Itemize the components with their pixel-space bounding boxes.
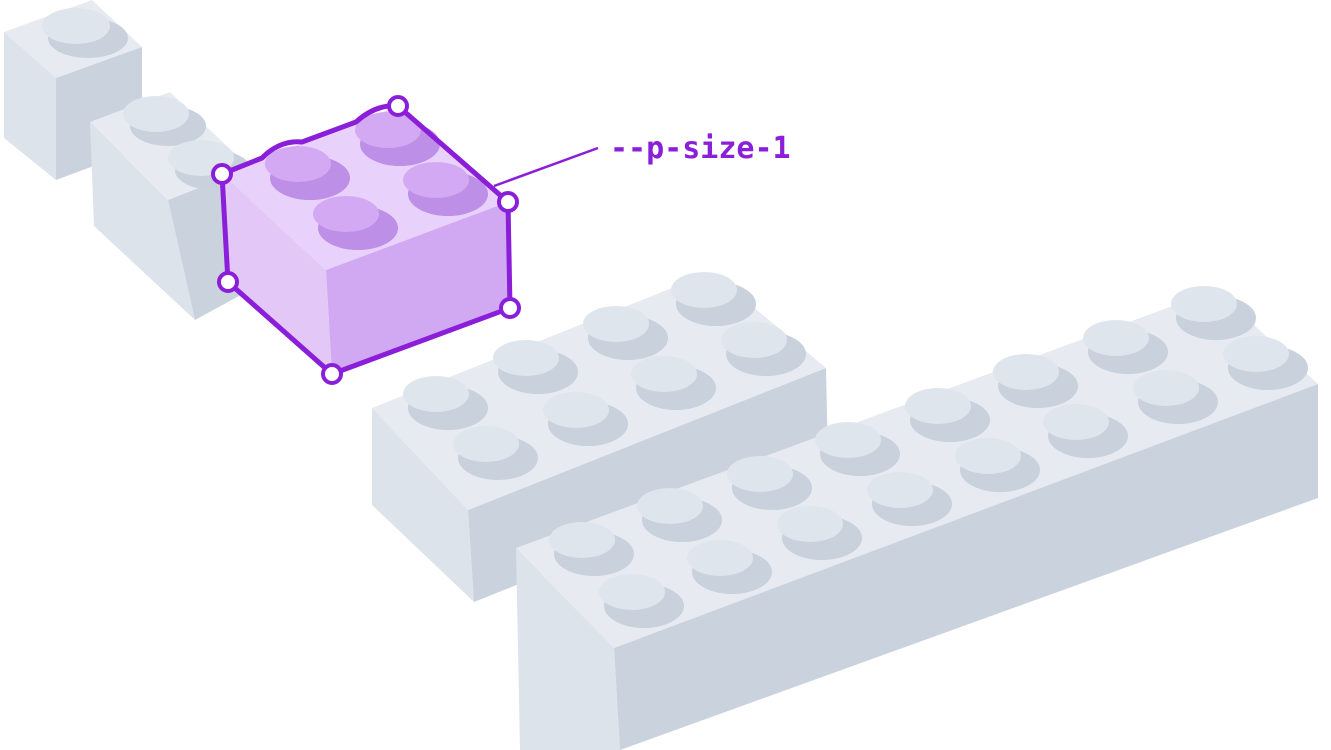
brick-left-face [516,548,620,750]
highlight-right-face [326,202,510,374]
brick-left-face [90,122,195,320]
highlight-studs [265,112,488,250]
highlighted-brick-2x2 [211,95,599,385]
highlight-left-face [222,174,332,374]
callout-leader-line [493,146,599,188]
resize-handle[interactable] [387,95,409,117]
brick-left-face [372,408,474,602]
selection-handles [211,95,521,385]
brick-left-face [4,32,56,180]
selection-outline [219,103,513,377]
brick-right-face [614,384,1318,750]
brick-stud [123,96,206,146]
size-token-label: --p-size-1 [610,131,791,166]
resize-handle[interactable] [321,363,343,385]
resize-handle[interactable] [497,191,519,213]
resize-handle[interactable] [211,163,233,185]
brick-1x1 [4,0,142,180]
resize-handle[interactable] [499,297,521,319]
resize-handle[interactable] [217,271,239,293]
brick-studs [549,286,1308,628]
brick-stud [42,8,128,58]
brick-2x8 [516,286,1318,750]
brick-studs [403,272,806,480]
